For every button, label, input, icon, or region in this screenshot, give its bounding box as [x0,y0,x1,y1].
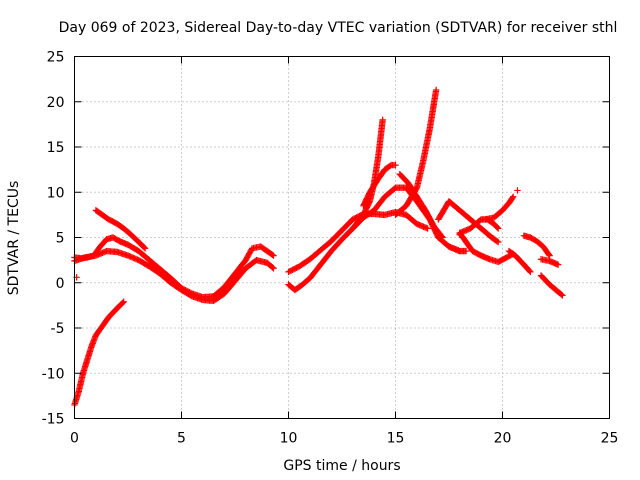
data-point [494,224,501,231]
y-tick-label: -10 [42,366,65,382]
y-tick-label: 20 [47,95,65,111]
data-point [558,291,565,298]
data-point [270,265,277,272]
x-axis-tick-labels: 0 5 10 15 20 25 [70,431,618,447]
y-tick-label: 0 [56,276,65,292]
data-point [554,261,562,268]
data-point [559,292,566,299]
data-point [269,264,276,271]
data-point [526,267,533,275]
data-point [462,247,470,255]
data-point [119,299,127,306]
data-point [120,298,127,305]
y-tick-label: 5 [56,231,65,247]
y-axis-tick-labels: 25 20 15 10 5 0 -5 -10 -15 [42,50,65,428]
data-point [432,86,440,94]
grid [74,56,610,419]
y-tick-label: 25 [47,50,65,66]
x-tick-label: 25 [601,431,619,447]
x-axis-label: GPS time / hours [283,458,400,474]
data-point [269,251,276,259]
y-tick-label: -15 [42,412,65,428]
y-tick-label: 15 [47,140,65,156]
data-point [270,252,277,259]
data-point [439,234,446,241]
data-point [495,225,502,232]
x-tick-label: 15 [387,431,405,447]
data-point [546,252,553,259]
chart-title: Day 069 of 2023, Sidereal Day-to-day VTE… [59,20,618,36]
data-point [495,238,502,246]
data-point [379,116,386,124]
data-point [141,244,148,251]
data-point [493,238,501,245]
y-tick-label: -5 [51,321,65,337]
data-point [527,268,534,276]
data-point [392,161,399,169]
x-tick-label: 10 [280,431,298,447]
y-axis-label: SDTVAR / TECUs [6,181,22,296]
data-point [424,225,431,232]
y-tick-label: 10 [47,185,65,201]
data-point [545,251,552,258]
data-point [509,194,516,202]
x-tick-label: 0 [70,431,79,447]
x-tick-label: 5 [177,431,186,447]
data-point [514,187,521,194]
data-points [71,86,566,409]
axis-ticks [74,56,610,419]
data-point [141,245,149,252]
data-point [456,231,463,238]
data-point [438,233,445,240]
x-tick-label: 20 [494,431,512,447]
data-point [510,193,517,200]
